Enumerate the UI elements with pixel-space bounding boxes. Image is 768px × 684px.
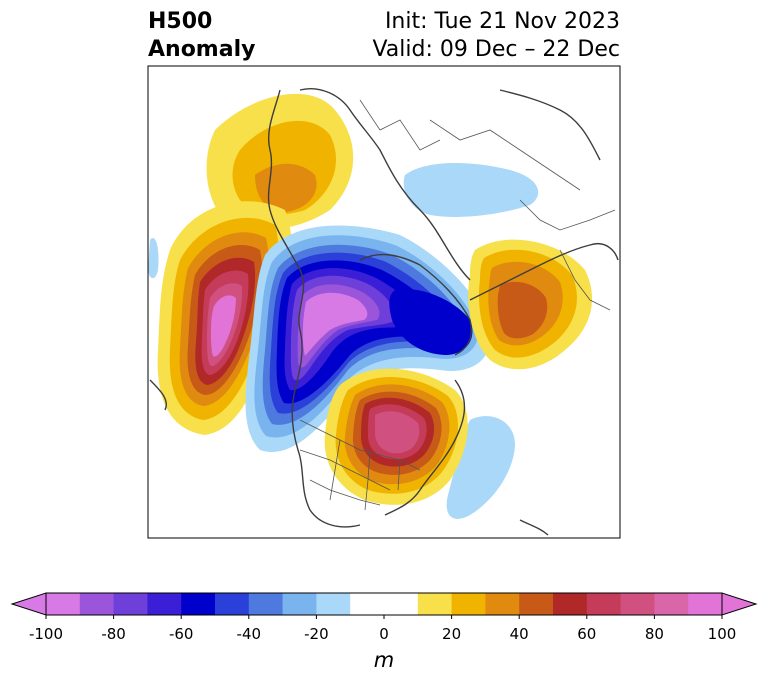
- anomaly-field: [148, 93, 593, 519]
- colorbar: [10, 592, 758, 619]
- colorbar-segment: [248, 593, 284, 615]
- colorbar-tick-label: 0: [379, 625, 389, 643]
- positive-anomaly-scandinavia: [468, 239, 593, 370]
- negative-anomaly-arctic: [148, 163, 539, 519]
- colorbar-tick-label: 20: [442, 625, 462, 643]
- colorbar-tick-label: 60: [577, 625, 597, 643]
- coastlines: [149, 88, 619, 536]
- title-field: Anomaly: [148, 37, 256, 62]
- colorbar-tick-label: -100: [28, 625, 64, 643]
- colorbar-segment: [384, 593, 419, 615]
- colorbar-over-arrow: [721, 592, 758, 616]
- colorbar-segment: [79, 593, 115, 615]
- colorbar-segment: [688, 593, 723, 615]
- colorbar-tick-label: 80: [644, 625, 664, 643]
- colorbar-segment: [620, 593, 655, 615]
- colorbar-tick-label: -60: [168, 625, 194, 643]
- colorbar-tick-label: -80: [101, 625, 126, 643]
- negative-anomaly-north-pacific: [245, 225, 491, 452]
- colorbar-segment: [181, 593, 216, 615]
- colorbar-segment: [654, 593, 689, 615]
- colorbar-segment: [519, 593, 554, 615]
- positive-anomaly-eastern-us: [324, 368, 468, 505]
- colorbar-segment: [586, 593, 622, 615]
- title-variable: H500: [148, 9, 213, 34]
- colorbar-segment: [215, 593, 250, 615]
- colorbar-tick-label: 40: [509, 625, 529, 643]
- colorbar-segment: [485, 593, 520, 615]
- colorbar-under-arrow: [10, 592, 47, 616]
- colorbar-segment: [350, 593, 385, 615]
- map-frame: [147, 65, 621, 539]
- colorbar-segment: [282, 593, 317, 615]
- colorbar-tick-label: -40: [236, 625, 262, 643]
- colorbar-segment: [451, 593, 486, 615]
- map-dates: Init: Tue 21 Nov 2023 Valid: 09 Dec – 22…: [372, 8, 620, 64]
- borders: [299, 99, 616, 511]
- init-date: Init: Tue 21 Nov 2023: [384, 9, 620, 34]
- colorbar-segment: [316, 593, 351, 615]
- colorbar-segment: [46, 593, 81, 615]
- valid-range: Valid: 09 Dec – 22 Dec: [372, 37, 620, 62]
- positive-anomaly-northwest: [206, 93, 354, 230]
- colorbar-segment: [417, 593, 453, 615]
- colorbar-unit-label: m: [373, 648, 395, 672]
- colorbar-segment: [147, 593, 182, 615]
- colorbar-segment: [553, 593, 588, 615]
- colorbar-segment: [113, 593, 148, 615]
- colorbar-tick-label: -20: [304, 625, 329, 643]
- colorbar-tick-label: 100: [707, 625, 737, 643]
- map-title: H500 Anomaly: [148, 8, 255, 64]
